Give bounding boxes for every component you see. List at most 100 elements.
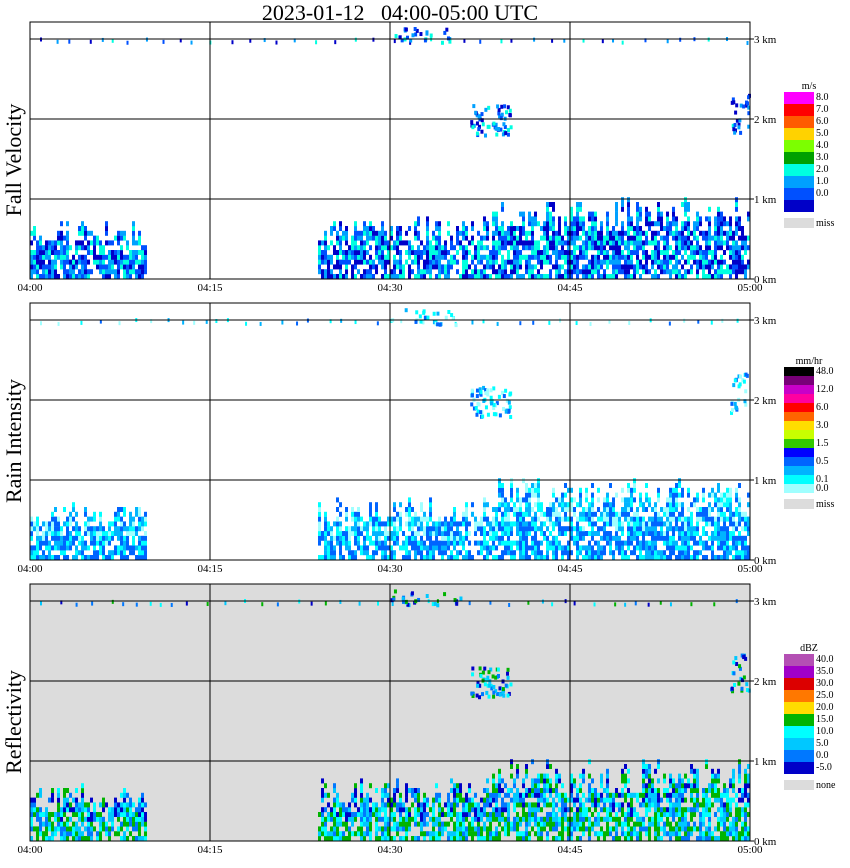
panel-1-echo-cells bbox=[30, 27, 751, 279]
panel-1-x-tick: 04:45 bbox=[557, 282, 583, 294]
panel-3-x-tick: 04:00 bbox=[17, 844, 43, 856]
panel-3-x-tick: 04:15 bbox=[197, 844, 223, 856]
colorbar-label: -5.0 bbox=[816, 762, 832, 773]
panel-1-y-tick: 0 km bbox=[754, 274, 777, 286]
panel-3-y-tick: 1 km bbox=[754, 756, 777, 768]
colorbar-swatch bbox=[784, 403, 814, 412]
panel-3-frame bbox=[29, 583, 751, 842]
panel-2-frame bbox=[29, 302, 751, 561]
colorbar-swatch bbox=[784, 412, 814, 421]
panel-1-colorbar: m/s8.07.06.05.04.03.02.01.00.0 miss bbox=[784, 81, 834, 229]
colorbar-label: 0.5 bbox=[816, 456, 829, 467]
colorbar-label: 15.0 bbox=[816, 714, 834, 725]
colorbar-label: 20.0 bbox=[816, 702, 834, 713]
panel-2-colorbar-unit: mm/hr bbox=[796, 356, 823, 367]
colorbar-label: 1.0 bbox=[816, 176, 829, 187]
panel-1-x-tick: 04:30 bbox=[377, 282, 403, 294]
colorbar-swatch bbox=[784, 475, 814, 484]
colorbar-swatch bbox=[784, 484, 814, 493]
colorbar-missing-swatch bbox=[784, 780, 814, 790]
panel-3-y-tick: 3 km bbox=[754, 596, 777, 608]
colorbar-label: 12.0 bbox=[816, 384, 834, 395]
colorbar-swatch bbox=[784, 448, 814, 457]
colorbar-label: 5.0 bbox=[816, 738, 829, 749]
colorbar-label: 3.0 bbox=[816, 420, 829, 431]
colorbar-label: 30.0 bbox=[816, 678, 834, 689]
colorbar-swatch bbox=[784, 176, 814, 188]
panel-1-colorbar-unit: m/s bbox=[802, 81, 817, 92]
colorbar-label: 0.0 bbox=[816, 750, 829, 761]
colorbar-label: 6.0 bbox=[816, 402, 829, 413]
colorbar-swatch bbox=[784, 738, 814, 750]
colorbar-label: 0.1 bbox=[816, 474, 829, 485]
colorbar-swatch bbox=[784, 430, 814, 439]
colorbar-label: 48.0 bbox=[816, 366, 834, 377]
panel-3-y-tick: 0 km bbox=[754, 836, 777, 848]
colorbar-swatch bbox=[784, 367, 814, 376]
colorbar-label: 8.0 bbox=[816, 92, 829, 103]
panel-2-x-tick: 04:00 bbox=[17, 563, 43, 575]
panel-2-y-tick: 0 km bbox=[754, 555, 777, 567]
panel-1-y-tick: 1 km bbox=[754, 194, 777, 206]
panel-2-x-tick: 04:45 bbox=[557, 563, 583, 575]
panel-3-x-tick: 04:45 bbox=[557, 844, 583, 856]
panel-2-x-tick: 04:30 bbox=[377, 563, 403, 575]
colorbar-swatch bbox=[784, 654, 814, 666]
colorbar-swatch bbox=[784, 92, 814, 104]
panel-2-gridlines bbox=[30, 303, 750, 560]
panel-1-y-tick: 3 km bbox=[754, 34, 777, 46]
colorbar-label: 35.0 bbox=[816, 666, 834, 677]
colorbar-swatch bbox=[784, 152, 814, 164]
colorbar-missing-label: miss bbox=[816, 218, 834, 229]
colorbar-swatch bbox=[784, 678, 814, 690]
panel-1-x-tick: 04:15 bbox=[197, 282, 223, 294]
colorbar-label: 7.0 bbox=[816, 104, 829, 115]
panel-3-colorbar-unit: dBZ bbox=[800, 643, 818, 654]
colorbar-swatch bbox=[784, 762, 814, 774]
colorbar-swatch bbox=[784, 690, 814, 702]
panel-1-y-tick: 2 km bbox=[754, 114, 777, 126]
colorbar-swatch bbox=[784, 750, 814, 762]
colorbar-swatch bbox=[784, 714, 814, 726]
colorbar-label: 5.0 bbox=[816, 128, 829, 139]
panel-2: 04:00 04:15 04:30 04:45 05:000 km 1 km 2 km 3 k… bbox=[17, 302, 834, 575]
colorbar-swatch bbox=[784, 385, 814, 394]
panel-3: 04:00 04:15 04:30 04:45 05:000 km 1 km 2 km 3 k… bbox=[17, 583, 836, 856]
colorbar-swatch bbox=[784, 726, 814, 738]
colorbar-swatch bbox=[784, 188, 814, 200]
panel-2-x-tick: 05:00 bbox=[737, 563, 763, 575]
colorbar-label: 10.0 bbox=[816, 726, 834, 737]
panel-3-y-tick: 2 km bbox=[754, 676, 777, 688]
colorbar-swatch bbox=[784, 140, 814, 152]
colorbar-swatch bbox=[784, 164, 814, 176]
panel-3-x-tick: 04:30 bbox=[377, 844, 403, 856]
colorbar-label: 3.0 bbox=[816, 152, 829, 163]
colorbar-swatch bbox=[784, 394, 814, 403]
panel-2-echo-cells bbox=[30, 308, 750, 560]
colorbar-label: 4.0 bbox=[816, 140, 829, 151]
panel-3-gridlines bbox=[30, 584, 750, 841]
panel-2-x-tick: 04:15 bbox=[197, 563, 223, 575]
chart-title: 2023-01-12 04:00-05:00 UTC bbox=[261, 0, 539, 25]
colorbar-missing-label: none bbox=[816, 780, 836, 791]
colorbar-swatch bbox=[784, 457, 814, 466]
colorbar-swatch bbox=[784, 200, 814, 212]
colorbar-label: 0.0 bbox=[816, 188, 829, 199]
colorbar-swatch bbox=[784, 116, 814, 128]
panel-3-colorbar: dBZ40.035.030.025.020.015.010.05.00.0-5.… bbox=[784, 643, 836, 791]
panel-3-echo-cells bbox=[30, 589, 751, 841]
panel-1-frame bbox=[29, 21, 751, 280]
colorbar-swatch bbox=[784, 466, 814, 475]
panel-2-y-tick: 2 km bbox=[754, 395, 777, 407]
panel-2-y-tick: 1 km bbox=[754, 475, 777, 487]
colorbar-swatch bbox=[784, 376, 814, 385]
colorbar-label: 2.0 bbox=[816, 164, 829, 175]
colorbar-label: 25.0 bbox=[816, 690, 834, 701]
colorbar-label: 1.5 bbox=[816, 438, 829, 449]
colorbar-missing-label: miss bbox=[816, 499, 834, 510]
colorbar-swatch bbox=[784, 439, 814, 448]
colorbar-missing-swatch bbox=[784, 218, 814, 228]
panel-1: 04:00 04:15 04:30 04:45 05:000 km 1 km 2 km 3 k… bbox=[17, 21, 834, 294]
